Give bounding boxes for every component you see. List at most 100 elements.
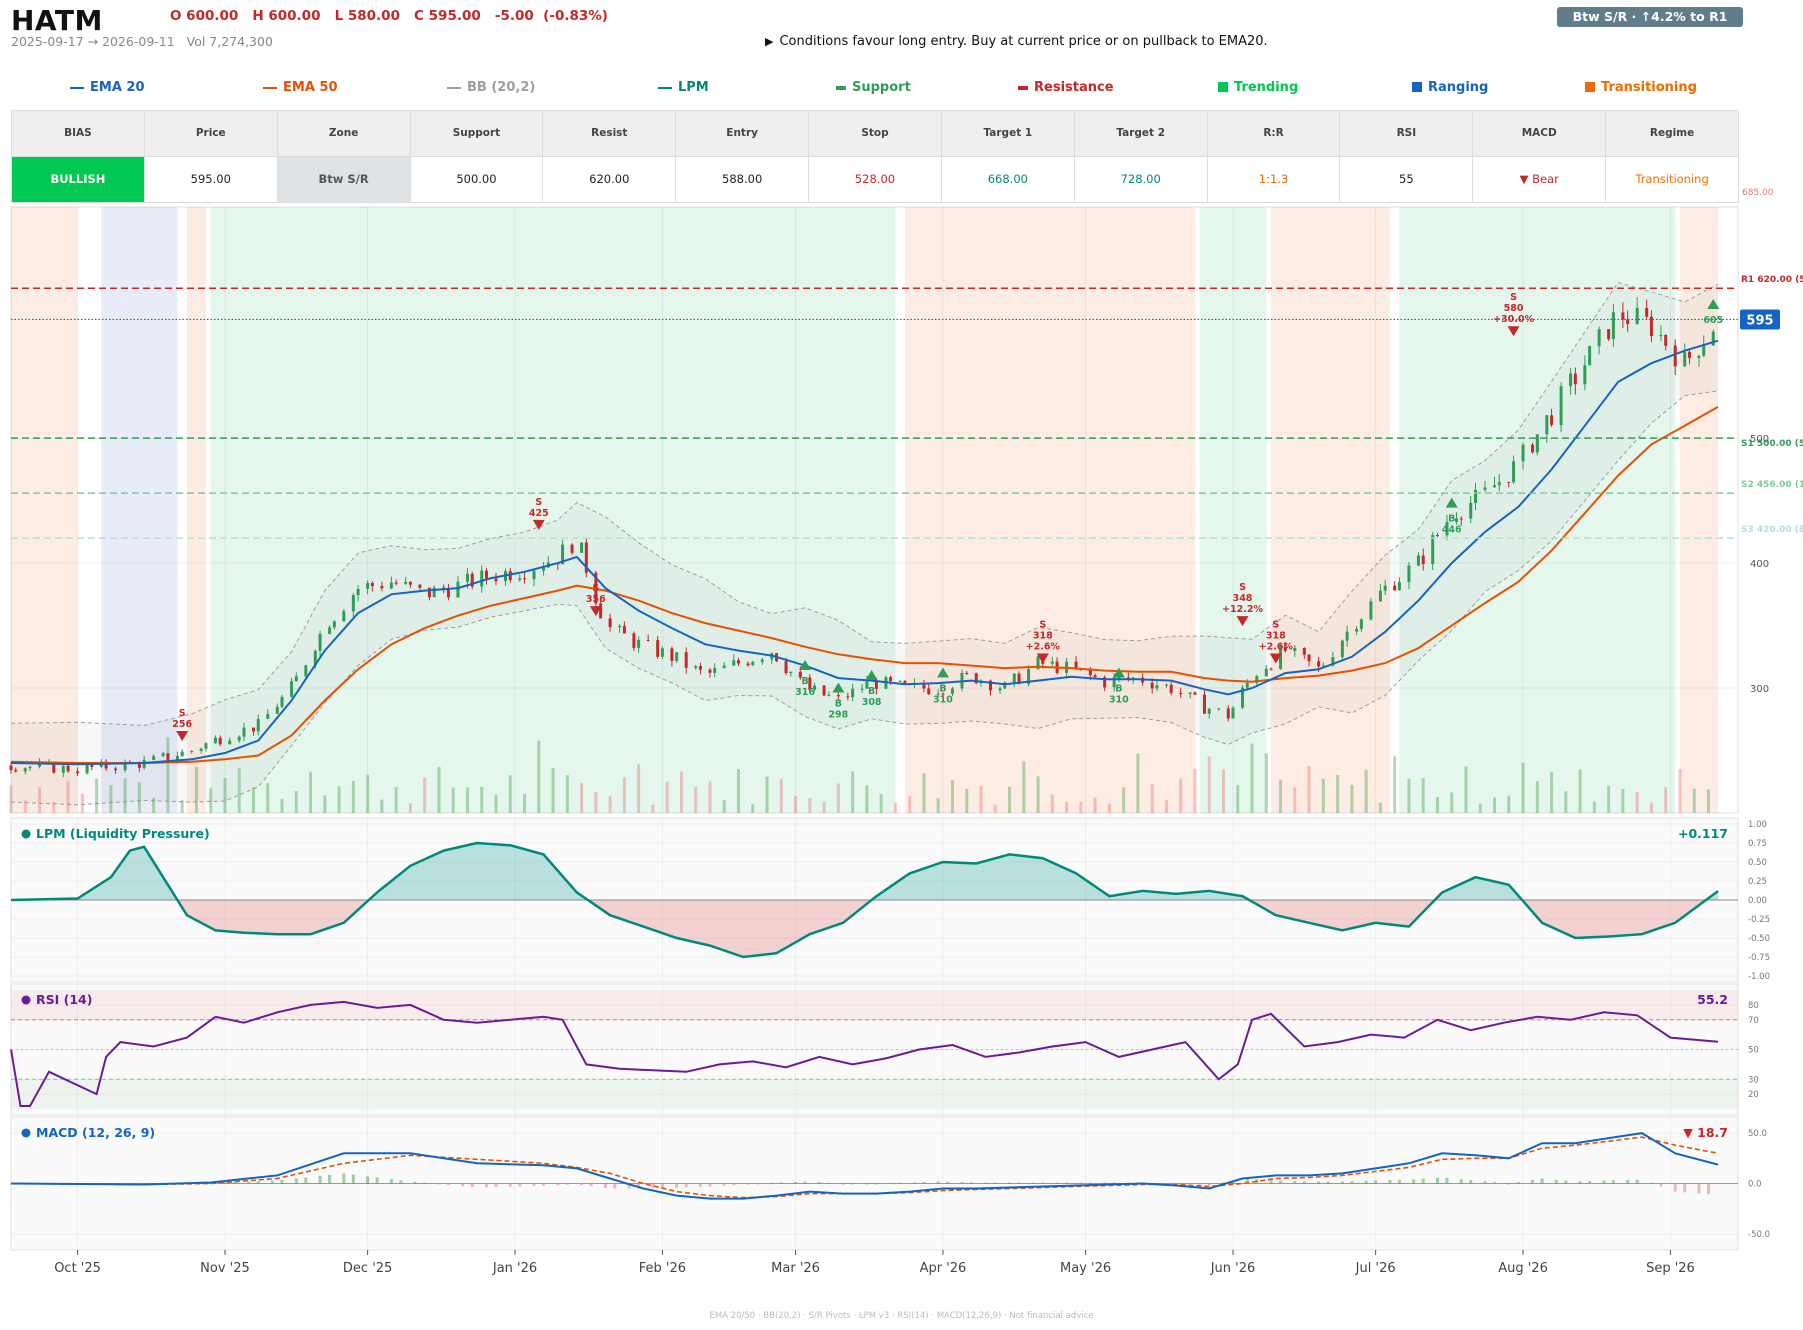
volume-bar [166,737,170,813]
candle-body [152,756,156,760]
legend-label: LPM [678,80,709,95]
signal-label: B 310 [1109,684,1129,706]
candle-body [989,680,993,691]
volume-bar [1507,795,1511,813]
table-header-stop: Stop [808,110,942,157]
candle-body [1283,646,1287,651]
sr-status-badge: Btw S/R · ↑4.2% to R1 [1557,7,1743,27]
volume-bar [1350,784,1354,813]
volume-bar [437,766,441,813]
candle-body [1126,677,1130,680]
candle-body [1469,502,1473,519]
macd-histogram-bar [1493,1182,1497,1184]
table-value-resist: 620.00 [542,156,677,203]
macd-histogram-bar [1008,1182,1012,1184]
candle-body [427,587,431,598]
legend-label: EMA 20 [90,80,145,95]
volume-bar [237,768,241,813]
candle-body [1027,668,1031,684]
signal-label: 605 [1703,315,1723,326]
macd-histogram-bar [389,1179,393,1184]
candle-body [494,578,498,582]
volume-bar [565,775,569,813]
signal-label: S 318 +2.6% [1026,620,1061,653]
y-tick-label: 50.0 [1748,1129,1767,1139]
volume-bar [323,795,327,813]
macd-histogram-bar [1564,1180,1568,1184]
candle-body [746,663,750,666]
candle-body [1407,565,1411,583]
volume-bar [294,790,298,813]
candle-body [1483,487,1487,490]
macd-histogram-bar [960,1182,964,1184]
volume-bar [1336,774,1340,813]
candle-body [950,688,954,694]
macd-histogram-bar [518,1183,522,1187]
volume-bar [936,798,940,813]
volume-bar [779,778,783,813]
macd-histogram-bar [851,1183,855,1185]
current-price-label: 595 [1746,313,1773,328]
y-tick-label: 80 [1748,1001,1759,1011]
y-tick-label: 20 [1748,1090,1759,1100]
candle-body [1659,335,1663,337]
legend-item-bb-20-2: BB (20,2) [447,80,535,95]
macd-histogram-bar [698,1183,702,1187]
support-label: S3 420.00 (8x) [1741,525,1803,535]
volume-bar [209,788,213,813]
candle-body [237,736,241,741]
candle-body [632,633,636,648]
legend-label: Trending [1234,80,1299,95]
macd-histogram-bar [1364,1180,1368,1184]
macd-histogram-bar [1706,1183,1710,1195]
candle-body [922,682,926,689]
macd-histogram-bar [256,1181,260,1184]
macd-histogram-bar [399,1180,403,1184]
volume-bar [836,783,840,813]
candle-body [104,761,108,769]
panel-title: LPM (Liquidity Pressure) [36,826,210,841]
candle-body [618,625,622,628]
macd-histogram-bar [1221,1182,1225,1184]
candle-body [14,769,18,772]
signal-text: Conditions favour long entry. Buy at cur… [779,34,1268,49]
buy-signal-marker [936,667,949,678]
candle-body [1093,675,1097,678]
candle-body [1493,485,1497,488]
candle-body [1369,601,1373,620]
volume-bar [851,771,855,813]
macd-histogram-bar [1412,1179,1416,1184]
macd-histogram-bar [1293,1181,1297,1184]
legend-swatch [1412,82,1422,92]
candle-body [675,652,679,661]
candle-body [1583,365,1587,385]
volume-bar [1478,803,1482,813]
table-value-macd: ▼ Bear [1472,156,1607,203]
candle-body [760,659,764,662]
macd-histogram-bar [1588,1181,1592,1184]
volume-bar [708,781,712,813]
candle-body [1193,692,1197,695]
macd-histogram-bar [1317,1181,1321,1184]
candle-body [166,753,170,760]
volume-bar [351,780,355,813]
volume-bar [1036,776,1040,813]
panel-last-value: ▼ 18.7 [1683,1125,1728,1140]
macd-histogram-bar [232,1181,236,1184]
volume-bar [408,803,412,813]
candle-body [1545,415,1549,435]
volume-bar [1464,766,1468,813]
macd-histogram-bar [603,1183,607,1188]
legend-item-ema-20: EMA 20 [70,80,145,95]
volume-bar [1250,743,1254,813]
candle-body [180,751,184,757]
signal-label: S 348 +12.2% [1222,582,1263,615]
candle-body [389,582,393,589]
macd-histogram-bar [1602,1180,1606,1184]
bollinger-lower-line [10,390,1719,806]
volume-bar [1564,791,1568,813]
candle-body [1112,677,1116,688]
y-tick-label: -0.75 [1748,953,1770,963]
y-tick-label: 70 [1748,1016,1759,1026]
macd-line [10,1132,1719,1200]
